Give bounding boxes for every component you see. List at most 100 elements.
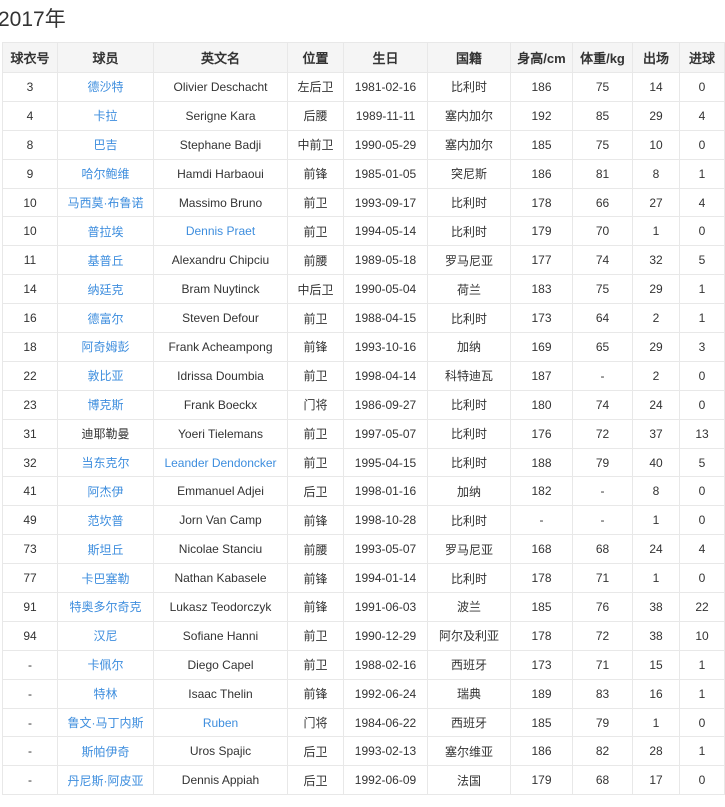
col-header-jersey-number: 球衣号 <box>2 42 58 73</box>
position-cell: 前卫 <box>287 303 344 334</box>
player-name-link[interactable]: 阿杰伊 <box>87 484 124 499</box>
goals-cell: 0 <box>679 707 725 738</box>
player-name-cell: 德富尔 <box>57 303 154 334</box>
player-name-link[interactable]: 哈尔鲍维 <box>81 167 130 182</box>
player-name-link[interactable]: 敦比亚 <box>87 369 124 384</box>
goals-cell: 1 <box>679 303 725 334</box>
height-cell: 178 <box>510 563 573 594</box>
goals-cell: 0 <box>679 216 725 247</box>
birthday-cell: 1992-06-24 <box>343 678 428 709</box>
table-row: 31 迪耶勒曼 Yoeri Tielemans 前卫 1997-05-07 比利… <box>2 418 725 449</box>
weight-cell: 76 <box>572 592 633 622</box>
english-name-text: Uros Spajic <box>189 744 252 759</box>
jersey-number-cell: 4 <box>2 100 58 131</box>
player-name-link[interactable]: 马西莫·布鲁诺 <box>67 196 144 210</box>
table-row: 32 当东克尔 Leander Dendoncker 前卫 1995-04-15… <box>2 447 725 478</box>
english-name-cell: Massimo Bruno <box>153 187 288 218</box>
player-name-cell: 特奥多尔奇克 <box>57 592 154 622</box>
english-name-text[interactable]: Ruben <box>202 715 239 730</box>
table-row: 94 汉尼 Sofiane Hanni 前卫 1990-12-29 阿尔及利亚 … <box>2 620 725 651</box>
appearances-cell: 17 <box>632 765 680 796</box>
goals-cell: 0 <box>679 563 725 594</box>
table-row: 3 德沙特 Olivier Deschacht 左后卫 1981-02-16 比… <box>2 72 725 102</box>
english-name-cell: Emmanuel Adjei <box>153 476 288 507</box>
appearances-cell: 28 <box>632 736 680 767</box>
english-name-text: Hamdi Harbaoui <box>177 166 264 181</box>
player-name-link[interactable]: 巴吉 <box>93 138 118 153</box>
birthday-cell: 1985-01-05 <box>343 158 428 189</box>
english-name-text[interactable]: Dennis Praet <box>185 224 256 239</box>
goals-cell: 1 <box>679 736 725 767</box>
appearances-cell: 38 <box>632 592 680 622</box>
player-name-link[interactable]: 德沙特 <box>87 80 124 95</box>
height-cell: - <box>510 505 573 536</box>
english-name-cell: Diego Capel <box>153 649 288 680</box>
player-name-link[interactable]: 德富尔 <box>87 311 124 326</box>
goals-cell: 0 <box>679 72 725 102</box>
birthday-cell: 1988-04-15 <box>343 303 428 334</box>
jersey-number-cell: 8 <box>2 129 58 160</box>
height-cell: 186 <box>510 158 573 189</box>
player-name-link[interactable]: 普拉埃 <box>87 224 124 239</box>
table-row: 9 哈尔鲍维 Hamdi Harbaoui 前锋 1985-01-05 突尼斯 … <box>2 158 725 189</box>
jersey-number-cell: 22 <box>2 360 58 391</box>
player-name-cell: 卡佩尔 <box>57 649 154 680</box>
english-name-text: Sofiane Hanni <box>182 628 259 643</box>
player-name-link[interactable]: 斯坦丘 <box>87 542 124 557</box>
english-name-cell: Dennis Praet <box>153 216 288 247</box>
player-name-link[interactable]: 丹尼斯·阿皮亚 <box>67 773 144 788</box>
player-name-link[interactable]: 汉尼 <box>93 629 118 644</box>
english-name-text: Nicolae Stanciu <box>178 542 263 557</box>
player-name-link[interactable]: 博克斯 <box>87 398 124 413</box>
goals-cell: 4 <box>679 100 725 131</box>
player-name-link[interactable]: 卡拉 <box>93 109 118 124</box>
weight-cell: 68 <box>572 765 633 796</box>
table-row: 11 基普丘 Alexandru Chipciu 前腰 1989-05-18 罗… <box>2 245 725 276</box>
table-row: 49 范坎普 Jorn Van Camp 前锋 1998-10-28 比利时 -… <box>2 505 725 536</box>
appearances-cell: 24 <box>632 534 680 565</box>
goals-cell: 4 <box>679 534 725 565</box>
height-cell: 180 <box>510 389 573 420</box>
player-name-link[interactable]: 阿奇姆彭 <box>81 340 130 355</box>
position-cell: 前卫 <box>287 187 344 218</box>
weight-cell: 66 <box>572 187 633 218</box>
season-title: 2017年 <box>0 8 66 31</box>
position-cell: 前锋 <box>287 678 344 709</box>
player-name-link[interactable]: 纳廷克 <box>87 282 124 297</box>
player-name-link[interactable]: 鲁文·马丁内斯 <box>67 716 144 731</box>
nationality-cell: 比利时 <box>427 418 511 449</box>
player-name-link[interactable]: 卡佩尔 <box>87 658 124 673</box>
player-name-link[interactable]: 范坎普 <box>87 513 124 528</box>
nationality-cell: 比利时 <box>427 505 511 536</box>
nationality-cell: 比利时 <box>427 563 511 594</box>
position-cell: 前卫 <box>287 447 344 478</box>
jersey-number-cell: 73 <box>2 534 58 565</box>
weight-cell: 85 <box>572 100 633 131</box>
player-name-cell: 丹尼斯·阿皮亚 <box>57 765 154 796</box>
height-cell: 182 <box>510 476 573 507</box>
birthday-cell: 1986-09-27 <box>343 389 428 420</box>
nationality-cell: 塞内加尔 <box>427 129 511 160</box>
english-name-text: Frank Acheampong <box>168 339 273 354</box>
english-name-text[interactable]: Leander Dendoncker <box>164 455 277 470</box>
player-name-link[interactable]: 基普丘 <box>87 253 124 268</box>
jersey-number-cell: - <box>2 678 58 709</box>
jersey-number-cell: 41 <box>2 476 58 507</box>
english-name-cell: Stephane Badji <box>153 129 288 160</box>
position-cell: 前卫 <box>287 360 344 391</box>
player-name-link[interactable]: 斯帕伊奇 <box>81 744 130 759</box>
nationality-cell: 加纳 <box>427 476 511 507</box>
player-name-link[interactable]: 当东克尔 <box>81 456 130 471</box>
appearances-cell: 15 <box>632 649 680 680</box>
goals-cell: 5 <box>679 245 725 276</box>
birthday-cell: 1988-02-16 <box>343 649 428 680</box>
goals-cell: 0 <box>679 505 725 536</box>
player-name-link[interactable]: 特奥多尔奇克 <box>69 600 142 615</box>
player-name-link[interactable]: 卡巴塞勒 <box>81 571 130 586</box>
nationality-cell: 罗马尼亚 <box>427 534 511 565</box>
table-row: 14 纳廷克 Bram Nuytinck 中后卫 1990-05-04 荷兰 1… <box>2 274 725 305</box>
player-name-link[interactable]: 特林 <box>93 687 118 702</box>
birthday-cell: 1981-02-16 <box>343 72 428 102</box>
col-header-position: 位置 <box>287 42 344 73</box>
